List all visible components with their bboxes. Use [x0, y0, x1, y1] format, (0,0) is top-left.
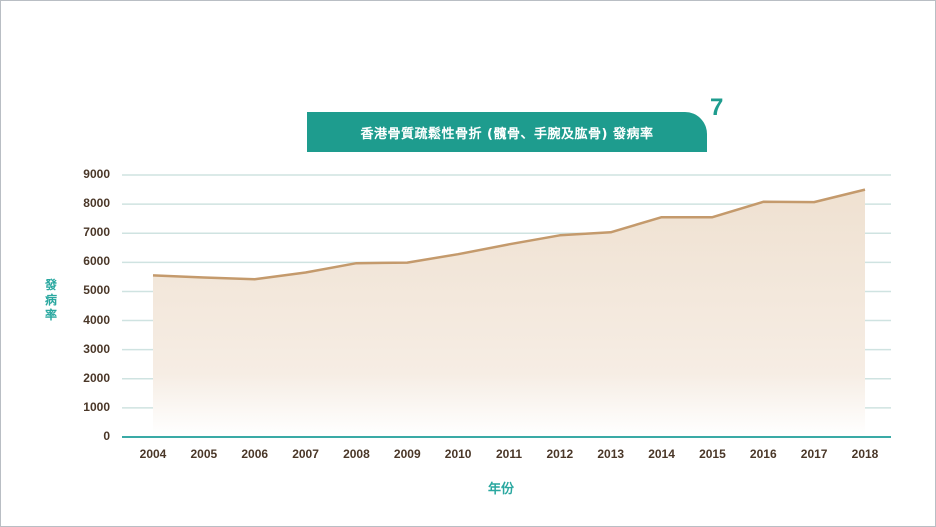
x-tick-label: 2018 — [851, 447, 879, 461]
x-tick-label: 2011 — [495, 447, 523, 461]
x-tick-label: 2007 — [292, 447, 319, 461]
x-tick-label: 2013 — [597, 447, 625, 461]
y-tick-label: 4000 — [83, 312, 110, 327]
y-axis-label: 發病率 — [44, 278, 57, 322]
y-tick-label: 0 — [103, 429, 110, 443]
x-tick-label: 2014 — [648, 447, 675, 461]
x-axis-label: 年份 — [488, 482, 515, 497]
y-tick-label: 1000 — [83, 399, 110, 414]
y-tick-label: 2000 — [83, 370, 110, 385]
x-tick-label: 2016 — [749, 447, 777, 461]
y-tick-label: 6000 — [83, 254, 110, 269]
x-tick-label: 2004 — [139, 447, 167, 461]
chart-title-banner: 香港骨質疏鬆性骨折 (髖骨、手腕及肱骨) 發病率 — [307, 112, 707, 152]
x-tick-label: 2008 — [343, 447, 370, 461]
area-fill — [153, 189, 865, 435]
x-tick-label: 2009 — [393, 447, 421, 461]
y-tick-label: 8000 — [83, 196, 110, 211]
x-tick-label: 2012 — [546, 447, 574, 461]
y-tick-label: 3000 — [83, 341, 110, 356]
x-tick-label: 2017 — [800, 447, 828, 461]
y-tick-label: 9000 — [83, 167, 110, 181]
x-tick-label: 2005 — [190, 447, 218, 461]
data-line — [152, 188, 866, 281]
y-tick-label: 7000 — [83, 225, 110, 240]
x-tick-label: 2015 — [699, 447, 726, 461]
x-tick-label: 2010 — [444, 447, 472, 461]
chart-title: 香港骨質疏鬆性骨折 (髖骨、手腕及肱骨) 發病率 — [360, 126, 654, 142]
figure-number: 7 — [710, 94, 724, 121]
y-tick-label: 5000 — [83, 283, 110, 298]
x-tick-label: 2006 — [241, 447, 269, 461]
